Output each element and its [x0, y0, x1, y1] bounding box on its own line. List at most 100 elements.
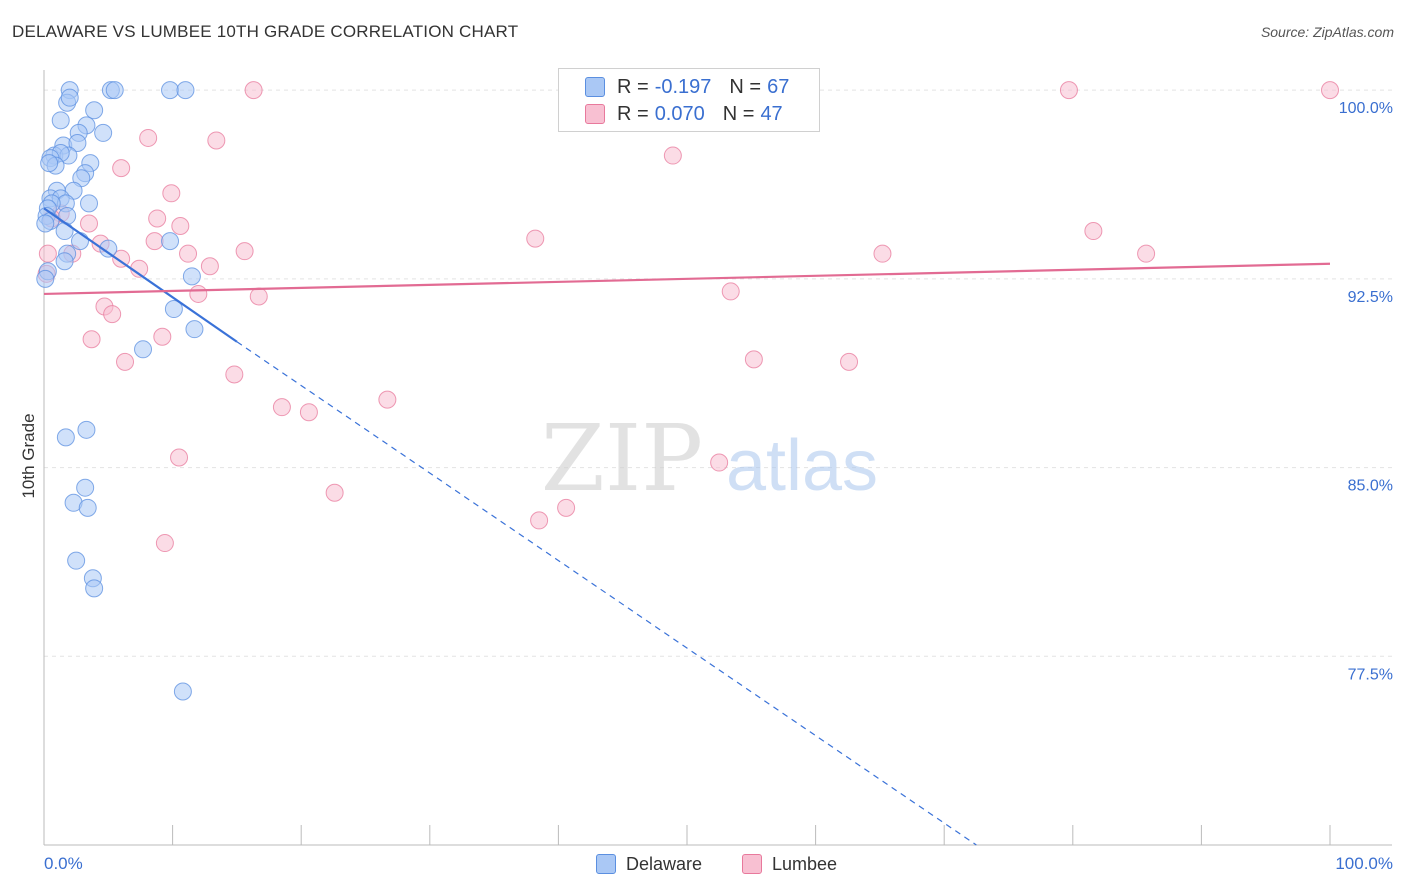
- delaware-legend-swatch: [596, 854, 616, 874]
- lumbee-point: [189, 284, 208, 303]
- tick-labels: 100.0% 92.5% 85.0% 77.5% 0.0% 100.0%: [44, 100, 1393, 873]
- delaware-legend-label: Delaware: [626, 853, 703, 874]
- lumbee-point: [873, 244, 892, 263]
- lumbee-point: [721, 282, 740, 301]
- delaware-point: [105, 81, 124, 100]
- delaware-point: [60, 88, 79, 107]
- x-tick-label-max: 100.0%: [1335, 854, 1393, 873]
- delaware-n-label: N =: [729, 75, 762, 98]
- lumbee-point: [38, 244, 57, 263]
- lumbee-r-value: 0.070: [654, 102, 705, 125]
- lumbee-point: [170, 448, 189, 467]
- delaware-point: [68, 133, 87, 152]
- delaware-point: [36, 269, 55, 288]
- delaware-r-value: -0.197: [654, 75, 712, 98]
- lumbee-point: [171, 217, 190, 236]
- delaware-point: [80, 194, 99, 213]
- y-tick-label: 100.0%: [1339, 100, 1393, 117]
- lumbee-point: [116, 352, 135, 371]
- lumbee-swatch: [585, 104, 605, 124]
- lumbee-point: [663, 146, 682, 165]
- delaware-point: [77, 420, 96, 439]
- lumbee-point: [840, 352, 859, 371]
- watermark-atlas: atlas: [726, 426, 878, 506]
- lumbee-point: [145, 232, 164, 251]
- source-label: Source: ZipAtlas.com: [1260, 24, 1394, 40]
- delaware-point: [164, 300, 183, 319]
- delaware-point: [173, 682, 192, 701]
- lumbee-point: [112, 249, 131, 268]
- axes: [43, 70, 1392, 846]
- delaware-point: [71, 232, 90, 251]
- delaware-point: [182, 267, 201, 286]
- stats-legend: R = -0.197 N = 67 R = 0.070 N = 47: [558, 68, 820, 132]
- delaware-point: [94, 123, 113, 142]
- lumbee-trend-line: [43, 262, 1331, 296]
- legend-row-delaware: R = -0.197 N = 67: [585, 74, 789, 100]
- lumbee-point: [112, 159, 131, 178]
- y-axis-title: 10th Grade: [19, 413, 38, 498]
- lumbee-point: [80, 214, 99, 233]
- lumbee-point: [378, 390, 397, 409]
- delaware-point: [51, 111, 70, 130]
- y-tick-label: 92.5%: [1348, 289, 1393, 306]
- lumbee-point: [207, 131, 226, 150]
- delaware-trend-line: [43, 207, 238, 343]
- lumbee-point: [139, 128, 158, 147]
- lumbee-n-label: N =: [722, 102, 755, 125]
- lumbee-point: [244, 81, 263, 100]
- lumbee-point: [272, 398, 291, 417]
- data-points: [36, 81, 1339, 701]
- lumbee-point: [299, 403, 318, 422]
- delaware-point: [161, 81, 180, 100]
- lumbee-point: [325, 483, 344, 502]
- delaware-point: [134, 340, 153, 359]
- delaware-swatch: [585, 77, 605, 97]
- delaware-point: [40, 154, 59, 173]
- gridlines: [44, 89, 1392, 657]
- delaware-point: [55, 222, 74, 241]
- lumbee-point: [82, 330, 101, 349]
- delaware-point: [67, 551, 86, 570]
- lumbee-n-value: 47: [760, 102, 783, 125]
- lumbee-point: [155, 534, 174, 553]
- lumbee-point: [162, 184, 181, 203]
- lumbee-point: [1084, 222, 1103, 241]
- x-tick-label-min: 0.0%: [44, 854, 83, 873]
- delaware-point: [76, 478, 95, 497]
- lumbee-point: [1137, 244, 1156, 263]
- lumbee-point: [526, 229, 545, 248]
- delaware-point: [176, 81, 195, 100]
- y-tick-label: 85.0%: [1348, 478, 1393, 495]
- delaware-point: [85, 579, 104, 598]
- delaware-r-label: R =: [617, 75, 649, 98]
- lumbee-point: [103, 305, 122, 324]
- lumbee-point: [153, 327, 172, 346]
- delaware-n-value: 67: [767, 75, 790, 98]
- lumbee-r-label: R =: [617, 102, 649, 125]
- lumbee-point: [249, 287, 268, 306]
- lumbee-point: [744, 350, 763, 369]
- delaware-point: [78, 498, 97, 517]
- y-tick-label: 77.5%: [1348, 666, 1393, 683]
- lumbee-point: [1059, 81, 1078, 100]
- delaware-point: [56, 428, 75, 447]
- lumbee-point: [1321, 81, 1339, 100]
- delaware-point: [58, 206, 77, 225]
- watermark-zip: ZIP: [541, 405, 703, 512]
- chart-title: DELAWARE VS LUMBEE 10TH GRADE CORRELATIO…: [12, 22, 519, 41]
- lumbee-point: [710, 453, 729, 472]
- delaware-point: [99, 239, 118, 258]
- legend-item-delaware[interactable]: Delaware: [596, 852, 702, 876]
- delaware-point: [185, 320, 204, 339]
- legend-item-lumbee[interactable]: Lumbee: [742, 852, 837, 876]
- lumbee-legend-swatch: [742, 854, 762, 874]
- lumbee-point: [235, 242, 254, 261]
- delaware-point: [161, 232, 180, 251]
- lumbee-point: [200, 257, 219, 276]
- lumbee-point: [225, 365, 244, 384]
- lumbee-point: [179, 244, 198, 263]
- trend-lines: [43, 207, 1331, 846]
- lumbee-legend-label: Lumbee: [772, 853, 838, 874]
